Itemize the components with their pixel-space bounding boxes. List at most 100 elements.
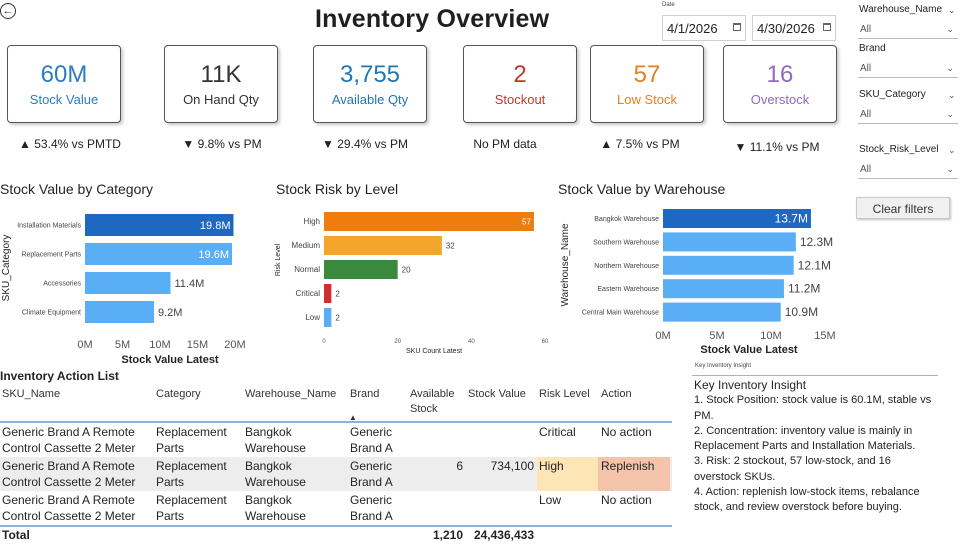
category-label: Eastern Warehouse <box>597 286 659 293</box>
x-tick-label: 0M <box>77 339 92 351</box>
insight-line: 4. Action: replenish low-stock items, re… <box>694 486 920 514</box>
bar <box>324 212 534 231</box>
calendar-icon[interactable] <box>823 23 831 31</box>
chevron-down-icon[interactable]: ⌄ <box>946 164 954 174</box>
kpi-label: Stockout <box>494 92 546 107</box>
brand-filter-select[interactable]: All ⌄ <box>858 60 958 78</box>
insight-heading: Key Inventory Insight <box>694 378 807 392</box>
category-label: High <box>304 217 320 226</box>
sort-ascending-icon[interactable]: ▲ <box>349 413 357 422</box>
kpi-card-low-stock[interactable]: 57 Low Stock <box>590 45 704 123</box>
kpi-value: 57 <box>633 61 661 88</box>
bar <box>85 272 171 294</box>
cell-action: Replenish <box>601 459 655 473</box>
cell-action: No action <box>601 493 652 507</box>
data-label: 11.4M <box>175 278 205 290</box>
table-row[interactable]: Generic Brand A Remote Control Cassette … <box>0 457 672 491</box>
stock-value-by-warehouse-chart[interactable]: Bangkok Warehouse 13.7M Southern Warehouse… <box>555 200 845 362</box>
cell-warehouse: Bangkok Warehouse <box>245 493 306 523</box>
bar <box>663 255 794 275</box>
chevron-down-icon[interactable]: ⌄ <box>946 109 954 119</box>
table-row[interactable]: Generic Brand A Remote Control Cassette … <box>0 423 672 457</box>
cell-sku: Generic Brand A Remote Control Cassette … <box>2 459 136 489</box>
insight-text: Key Inventory Insight 1. Stock Position:… <box>694 378 940 516</box>
bar <box>663 302 781 322</box>
x-tick-label: 40 <box>468 339 475 345</box>
page-title: Inventory Overview <box>315 5 550 33</box>
cell-risk: High <box>539 459 564 473</box>
x-tick-label: 0M <box>655 330 670 342</box>
column-header-sku[interactable]: SKU_Name <box>2 388 61 400</box>
bar <box>85 243 232 265</box>
column-header-available-stock[interactable]: Available Stock <box>410 388 455 415</box>
chevron-down-icon[interactable]: ⌄ <box>948 90 956 100</box>
column-header-brand[interactable]: Brand <box>350 388 380 400</box>
kpi-card-available-qty[interactable]: 3,755 Available Qty <box>313 45 427 123</box>
kpi-card-stockout[interactable]: 2 Stockout <box>463 45 577 123</box>
chevron-down-icon[interactable]: ⌄ <box>948 145 956 155</box>
date-start-input[interactable]: 4/1/2026 <box>662 15 746 41</box>
kpi-value: 2 <box>513 61 527 88</box>
column-header-risk-level[interactable]: Risk Level <box>539 388 590 400</box>
column-header-stock-value[interactable]: Stock Value <box>468 388 526 400</box>
chart-title-category: Stock Value by Category <box>0 181 154 197</box>
cell-warehouse: Bangkok Warehouse <box>245 425 306 455</box>
kpi-label: On Hand Qty <box>183 92 259 107</box>
data-label: 10.9M <box>785 305 818 319</box>
kpi-card-on-hand-qty[interactable]: 11K On Hand Qty <box>164 45 278 123</box>
category-label: Southern Warehouse <box>593 239 659 246</box>
header-divider <box>0 421 672 423</box>
cell-category: Replacement Parts <box>156 493 227 523</box>
chevron-down-icon[interactable]: ⌄ <box>946 63 954 73</box>
data-label: 2 <box>335 314 340 323</box>
category-label: Normal <box>294 265 320 274</box>
kpi-card-overstock[interactable]: 16 Overstock <box>723 45 837 123</box>
stock-value-by-category-chart[interactable]: Installation Materials 19.8M Replacement P… <box>0 200 270 370</box>
clear-filters-button[interactable]: Clear filters <box>856 197 950 219</box>
insight-line: 2. Concentration: inventory value is mai… <box>694 424 916 453</box>
total-stock-value: 24,436,433 <box>473 528 534 542</box>
calendar-icon[interactable] <box>733 23 741 31</box>
risk-filter-value: All <box>860 164 872 175</box>
data-label: 19.8M <box>200 220 231 232</box>
kpi-value: 11K <box>200 61 242 88</box>
cell-action: No action <box>601 425 652 439</box>
kpi-card-stock-value[interactable]: 60M Stock Value <box>7 45 121 123</box>
column-header-action[interactable]: Action <box>601 388 632 400</box>
date-start-value: 4/1/2026 <box>667 21 718 36</box>
x-tick-label: 10M <box>149 339 170 351</box>
chart-title-warehouse: Stock Value by Warehouse <box>558 181 726 197</box>
cell-risk: Low <box>539 493 562 507</box>
chevron-down-icon[interactable]: ⌄ <box>948 5 956 15</box>
x-tick-label: 15M <box>814 330 835 342</box>
category-label: Bangkok Warehouse <box>594 216 659 223</box>
bar <box>324 284 332 303</box>
data-label: 2 <box>335 290 340 299</box>
cell-brand: Generic Brand A <box>350 459 393 489</box>
column-header-warehouse[interactable]: Warehouse_Name <box>245 388 337 400</box>
date-end-input[interactable]: 4/30/2026 <box>752 15 836 41</box>
x-axis-title: Stock Value Latest <box>700 344 798 356</box>
cell-category: Replacement Parts <box>156 459 227 489</box>
y-axis-title: Risk Level <box>275 243 282 276</box>
data-label: 12.1M <box>798 258 831 272</box>
category-filter-select[interactable]: All ⌄ <box>858 106 958 124</box>
kpi-value: 16 <box>766 61 794 88</box>
cell-risk: Critical <box>539 425 576 439</box>
kpi-label: Low Stock <box>617 92 677 107</box>
total-label: Total <box>2 528 30 542</box>
column-header-category[interactable]: Category <box>156 388 201 400</box>
category-label: Replacement Parts <box>21 252 81 259</box>
chevron-down-icon[interactable]: ⌄ <box>946 24 954 34</box>
data-label: 57 <box>522 218 531 227</box>
category-label: Critical <box>296 289 321 298</box>
warehouse-filter-select[interactable]: All ⌄ <box>858 21 958 39</box>
date-end-value: 4/30/2026 <box>757 21 815 36</box>
risk-filter-select[interactable]: All ⌄ <box>858 161 958 179</box>
back-arrow-icon[interactable]: ← <box>0 3 16 19</box>
table-row[interactable]: Generic Brand A Remote Control Cassette … <box>0 491 672 525</box>
category-label: Low <box>305 313 320 322</box>
table-title: Inventory Action List <box>0 369 119 383</box>
kpi-label: Overstock <box>750 92 810 107</box>
